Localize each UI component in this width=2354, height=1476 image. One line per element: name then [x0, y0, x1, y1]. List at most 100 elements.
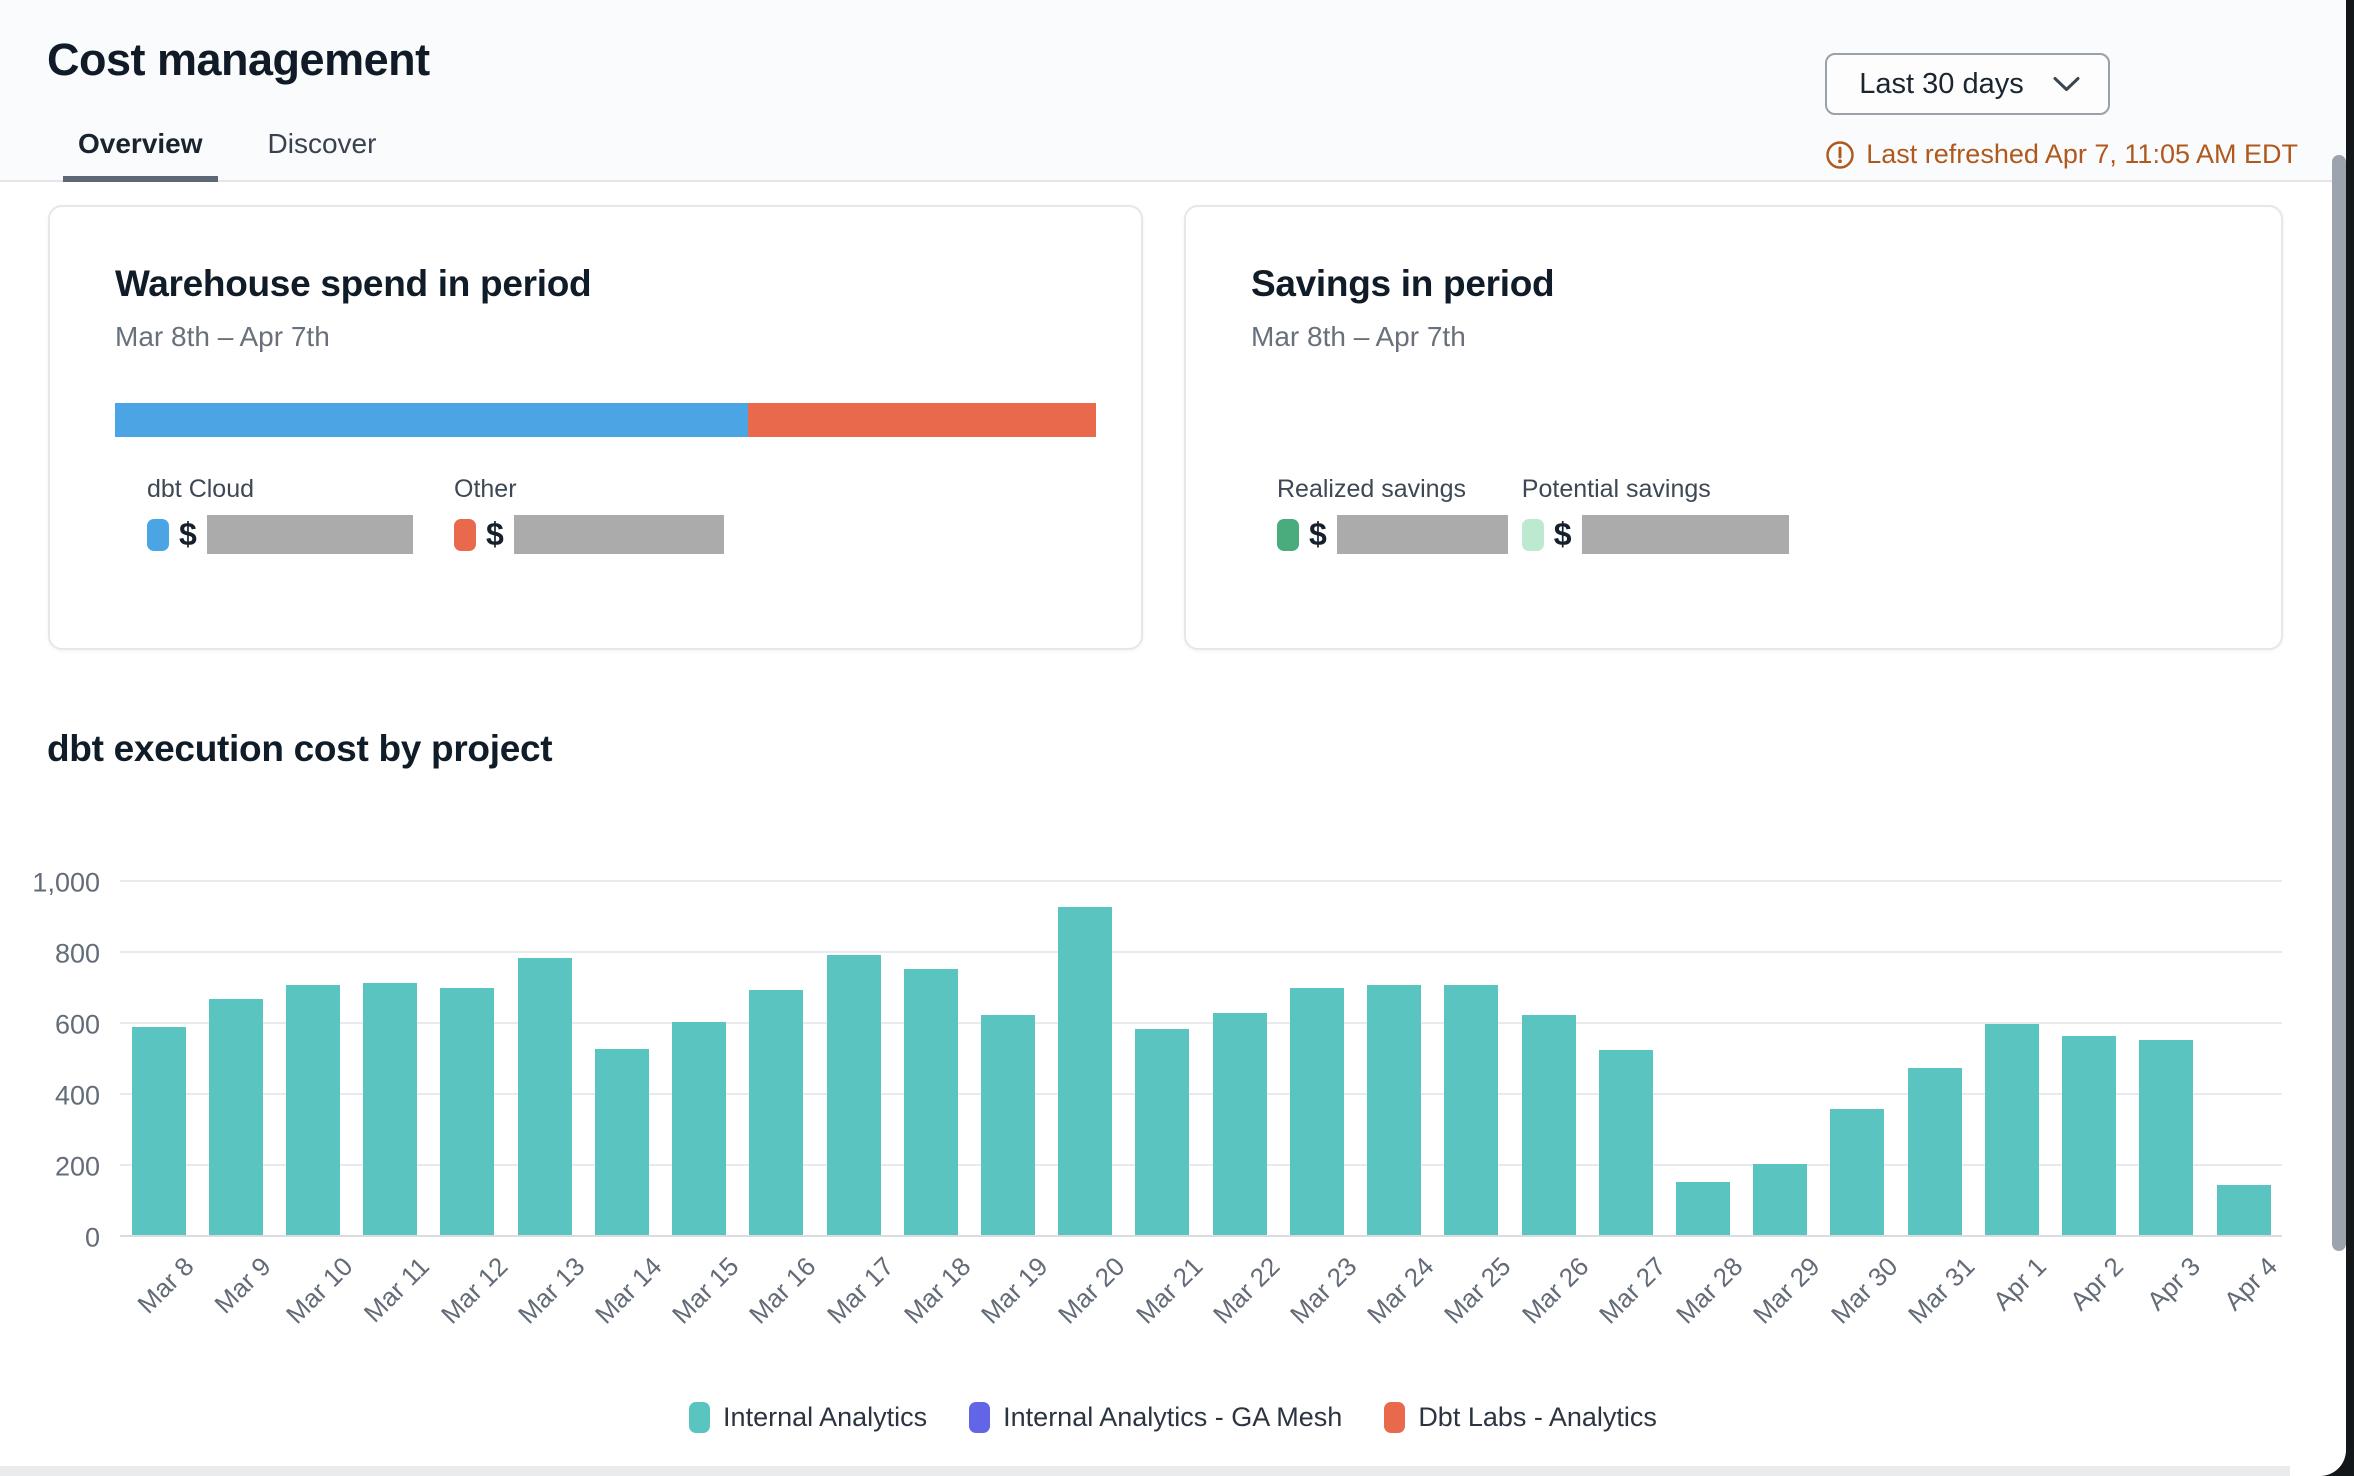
date-range-dropdown[interactable]: Last 30 days — [1825, 53, 2111, 115]
bar-slot: Mar 10 — [274, 882, 359, 1329]
bar-slot: Mar 25 — [1433, 882, 1517, 1329]
legend-swatch — [1384, 1402, 1406, 1433]
legend-item-potential-savings: Potential savings $ — [1521, 475, 1789, 554]
bar-mar-29[interactable] — [1753, 1164, 1808, 1235]
bar-slot: Mar 30 — [1819, 882, 1903, 1329]
header-actions: Last 30 days Last refreshed Apr 7, 11:05… — [1825, 53, 2298, 170]
bar-slot: Mar 21 — [1124, 882, 1208, 1329]
y-axis-tick-label: 1,000 — [32, 867, 100, 898]
bar-apr-3[interactable] — [2139, 1039, 2194, 1235]
redacted-value — [513, 515, 724, 554]
x-axis-tick-label: Mar 19 — [975, 1251, 1054, 1330]
legend-label: Realized savings — [1277, 475, 1466, 503]
bar-slot: Apr 2 — [2050, 882, 2129, 1316]
chart-legend-item-internal-analytics[interactable]: Internal Analytics — [689, 1402, 927, 1433]
bar-slot: Apr 4 — [2205, 882, 2283, 1316]
bar-slot: Mar 26 — [1510, 882, 1594, 1329]
savings-card: Savings in period Mar 8th – Apr 7th Real… — [1184, 205, 2283, 650]
bar-mar-27[interactable] — [1598, 1050, 1653, 1235]
x-axis-line — [120, 1235, 2282, 1237]
x-axis-tick-label: Mar 9 — [208, 1251, 277, 1320]
chart-legend: Internal Analytics Internal Analytics - G… — [0, 1402, 2346, 1433]
y-axis-tick-label: 600 — [54, 1009, 100, 1040]
page-title: Cost management — [47, 34, 430, 85]
last-refreshed-status: Last refreshed Apr 7, 11:05 AM EDT — [1825, 139, 2298, 170]
bar-apr-2[interactable] — [2062, 1036, 2117, 1235]
currency-symbol: $ — [1553, 516, 1572, 552]
x-axis-tick-label: Mar 31 — [1901, 1251, 1981, 1330]
bar-mar-17[interactable] — [826, 954, 881, 1235]
bar-slot: Mar 31 — [1896, 882, 1980, 1329]
tab-overview[interactable]: Overview — [63, 127, 218, 182]
chart-legend-item-dbt-labs-analytics[interactable]: Dbt Labs - Analytics — [1384, 1402, 1657, 1433]
bar-slot: Mar 9 — [197, 882, 277, 1319]
x-axis-tick-label: Mar 28 — [1670, 1251, 1749, 1330]
bar-mar-8[interactable] — [131, 1027, 186, 1235]
vertical-scrollbar-thumb[interactable] — [2332, 155, 2346, 1251]
bar-slot: Mar 28 — [1664, 882, 1748, 1329]
potential-savings-swatch — [1521, 518, 1544, 551]
bar-apr-4[interactable] — [2216, 1185, 2271, 1235]
x-axis-tick-label: Mar 12 — [434, 1251, 513, 1330]
x-axis-tick-label: Mar 27 — [1592, 1251, 1672, 1330]
x-axis-tick-label: Apr 3 — [2140, 1251, 2207, 1317]
bar-mar-25[interactable] — [1444, 984, 1499, 1235]
bar-mar-18[interactable] — [903, 968, 958, 1235]
tab-bar: Overview Discover — [63, 127, 391, 182]
bar-slot: Mar 15 — [661, 882, 745, 1329]
bar-mar-14[interactable] — [594, 1048, 649, 1235]
bar-mar-30[interactable] — [1830, 1108, 1885, 1235]
bar-slot: Mar 22 — [1201, 882, 1285, 1329]
bar-mar-20[interactable] — [1058, 906, 1113, 1235]
bar-mar-11[interactable] — [363, 982, 418, 1235]
legend-label: Internal Analytics - GA Mesh — [1003, 1402, 1343, 1432]
currency-symbol: $ — [1309, 516, 1327, 552]
warehouse-spend-card: Warehouse spend in period Mar 8th – Apr … — [48, 205, 1143, 650]
x-axis-tick-label: Mar 21 — [1129, 1251, 1208, 1330]
card-period: Mar 8th – Apr 7th — [1251, 321, 1466, 352]
bar-mar-26[interactable] — [1521, 1014, 1576, 1235]
bar-apr-1[interactable] — [1984, 1023, 2039, 1235]
x-axis-tick-label: Mar 8 — [131, 1251, 200, 1320]
bar-mar-13[interactable] — [517, 958, 572, 1235]
bar-mar-12[interactable] — [440, 988, 495, 1235]
bar-slot: Mar 20 — [1047, 882, 1131, 1329]
bar-mar-9[interactable] — [208, 998, 263, 1235]
x-axis-tick-label: Mar 25 — [1438, 1251, 1517, 1330]
gridline — [120, 1093, 2282, 1095]
legend-label: Internal Analytics — [723, 1402, 928, 1432]
legend-item-realized-savings: Realized savings $ — [1277, 475, 1508, 554]
tab-discover[interactable]: Discover — [267, 128, 377, 160]
bar-slot: Mar 29 — [1742, 882, 1826, 1329]
bar-mar-31[interactable] — [1907, 1068, 1962, 1235]
legend-label: dbt Cloud — [147, 475, 255, 503]
bar-mar-19[interactable] — [981, 1014, 1036, 1235]
horizontal-scrollbar-track[interactable] — [0, 1466, 2290, 1476]
chart-section-title: dbt execution cost by project — [47, 728, 553, 769]
bar-slot: Mar 19 — [969, 882, 1054, 1329]
chart-plot-area: 0 200 400 600 800 1,000 Mar 8 Mar 9 Mar 10 Mar 11… — [32, 868, 2283, 1330]
dbt-cloud-swatch — [147, 518, 169, 551]
bar-mar-16[interactable] — [749, 990, 804, 1235]
x-axis-tick-label: Mar 29 — [1747, 1251, 1826, 1330]
bar-mar-10[interactable] — [286, 984, 341, 1235]
bar-mar-21[interactable] — [1135, 1029, 1190, 1235]
savings-legend: Realized savings $ Potential savings $ — [1277, 475, 2236, 554]
bar-mar-28[interactable] — [1675, 1181, 1730, 1235]
warning-icon — [1825, 140, 1855, 170]
last-refreshed-text: Last refreshed Apr 7, 11:05 AM EDT — [1866, 139, 2298, 169]
bar-mar-22[interactable] — [1212, 1013, 1267, 1235]
bar-mar-23[interactable] — [1289, 988, 1344, 1235]
bar-slot: Mar 17 — [815, 882, 899, 1329]
bar-mar-15[interactable] — [672, 1022, 727, 1235]
x-axis-tick-label: Apr 2 — [2063, 1251, 2129, 1317]
chart-legend-item-internal-analytics-ga-mesh[interactable]: Internal Analytics - GA Mesh — [969, 1402, 1342, 1433]
x-axis-tick-label: Mar 24 — [1361, 1251, 1440, 1330]
x-axis-tick-label: Apr 1 — [1986, 1251, 2052, 1317]
bar-slot: Mar 18 — [892, 882, 976, 1329]
y-axis-tick-label: 200 — [54, 1151, 100, 1182]
x-axis-tick-label: Mar 14 — [588, 1251, 668, 1330]
warehouse-spend-stacked-bar — [115, 403, 1096, 437]
bar-mar-24[interactable] — [1367, 984, 1422, 1235]
gridline — [120, 1022, 2282, 1024]
